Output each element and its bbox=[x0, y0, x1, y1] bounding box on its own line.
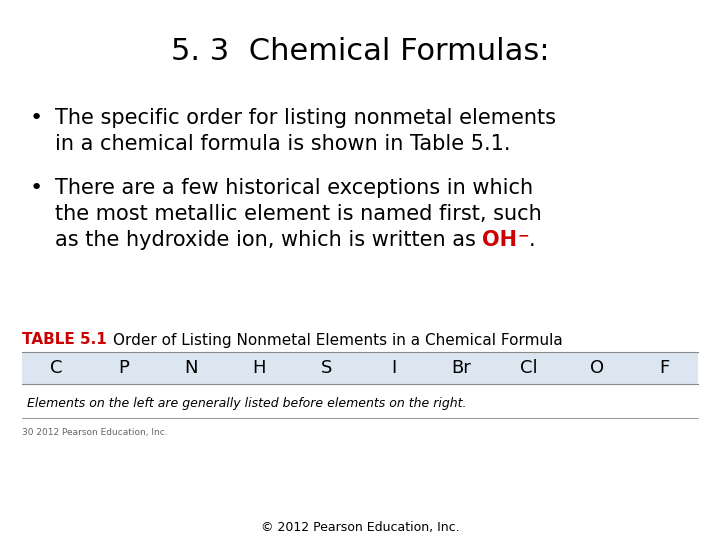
Text: •: • bbox=[30, 108, 43, 128]
Text: TABLE 5.1: TABLE 5.1 bbox=[22, 333, 107, 348]
Text: Order of Listing Nonmetal Elements in a Chemical Formula: Order of Listing Nonmetal Elements in a … bbox=[113, 333, 562, 348]
Text: Elements on the left are generally listed before elements on the right.: Elements on the left are generally liste… bbox=[27, 397, 467, 410]
Text: N: N bbox=[184, 359, 198, 377]
Text: 5. 3  Chemical Formulas:: 5. 3 Chemical Formulas: bbox=[171, 37, 549, 66]
Text: H: H bbox=[252, 359, 266, 377]
Text: S: S bbox=[320, 359, 332, 377]
Text: •: • bbox=[30, 178, 43, 198]
FancyBboxPatch shape bbox=[22, 352, 698, 384]
Text: The specific order for listing nonmetal elements: The specific order for listing nonmetal … bbox=[55, 108, 556, 128]
Text: as the hydroxide ion, which is written as: as the hydroxide ion, which is written a… bbox=[55, 230, 482, 250]
Text: Cl: Cl bbox=[520, 359, 538, 377]
Text: the most metallic element is named first, such: the most metallic element is named first… bbox=[55, 204, 541, 224]
Text: OH: OH bbox=[482, 230, 518, 250]
Text: in a chemical formula is shown in Table 5.1.: in a chemical formula is shown in Table … bbox=[55, 134, 510, 154]
Text: © 2012 Pearson Education, Inc.: © 2012 Pearson Education, Inc. bbox=[261, 522, 459, 535]
Text: I: I bbox=[391, 359, 397, 377]
Text: TABLE 5.1: TABLE 5.1 bbox=[22, 333, 107, 348]
Text: 30 2012 Pearson Education, Inc.: 30 2012 Pearson Education, Inc. bbox=[22, 428, 168, 437]
Text: −: − bbox=[518, 228, 529, 242]
Text: There are a few historical exceptions in which: There are a few historical exceptions in… bbox=[55, 178, 533, 198]
Text: O: O bbox=[590, 359, 603, 377]
Text: F: F bbox=[659, 359, 670, 377]
Text: Br: Br bbox=[451, 359, 472, 377]
Text: .: . bbox=[529, 230, 536, 250]
Text: C: C bbox=[50, 359, 62, 377]
Text: P: P bbox=[118, 359, 129, 377]
